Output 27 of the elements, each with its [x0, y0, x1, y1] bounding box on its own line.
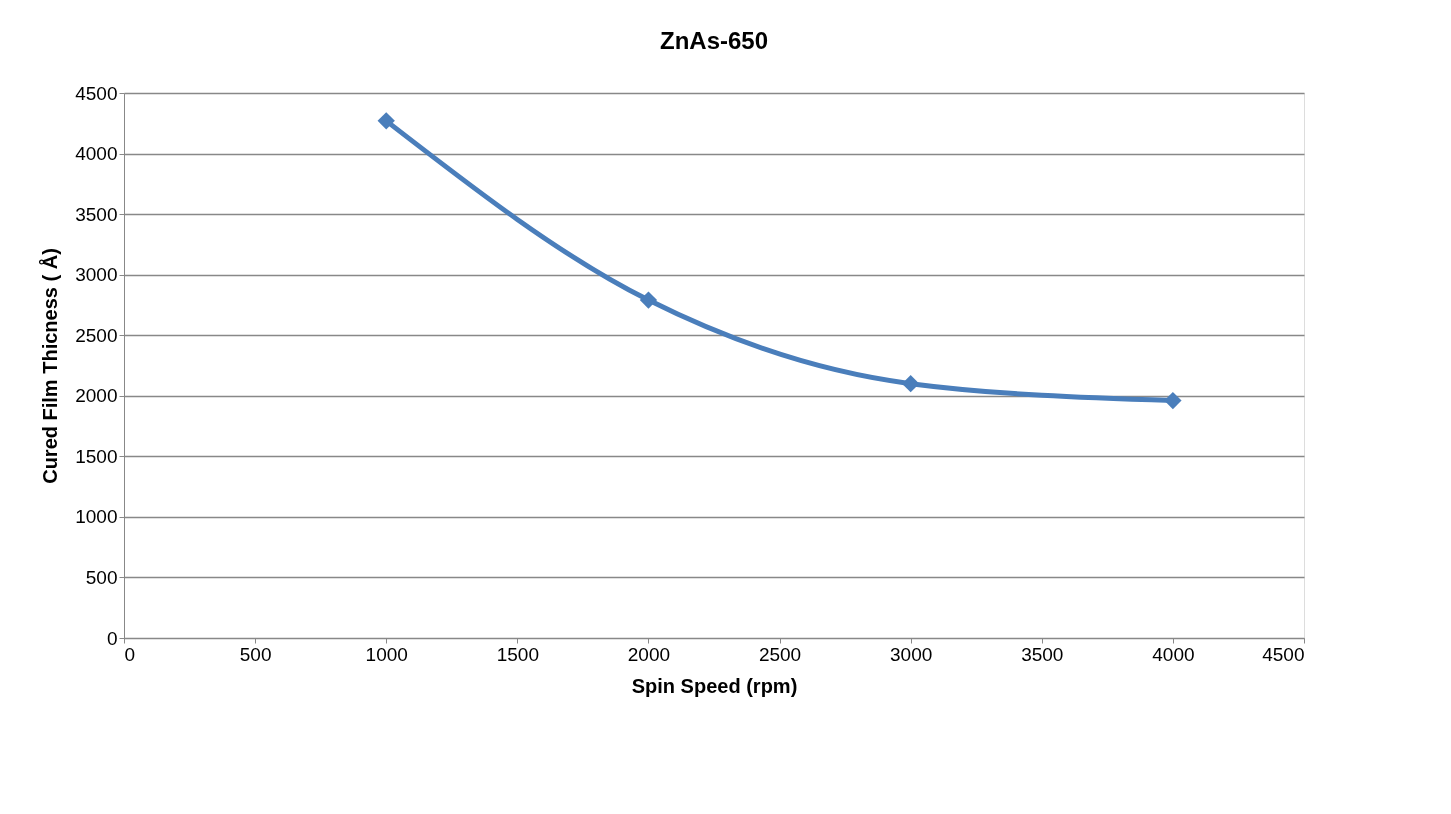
y-tick-label: 3000 — [75, 264, 118, 286]
y-tick-label: 500 — [85, 566, 118, 588]
point — [1164, 391, 1182, 410]
y-axis-title: Cured Film Thicness ( Å) — [38, 248, 62, 484]
x-tick-label: 3000 — [890, 643, 933, 665]
y-tick-label: 1000 — [75, 506, 118, 528]
x-tick-label: 4500 — [1262, 643, 1305, 665]
chart-title: ZnAs-650 — [659, 27, 769, 54]
y-tick-label: 2500 — [75, 324, 118, 346]
x-axis-title: Spin Speed (rpm) — [631, 674, 798, 697]
y-tick-label: 4500 — [75, 82, 118, 104]
x-tick-label: 500 — [239, 643, 272, 665]
point — [377, 112, 395, 130]
x-tick-label: 2000 — [627, 643, 671, 665]
y-tick-label: 1500 — [75, 445, 118, 467]
point — [902, 375, 920, 393]
x-tick-label: 3500 — [1021, 643, 1064, 665]
x-tick-label: 2500 — [758, 643, 802, 665]
y-tick-label: 2000 — [75, 385, 118, 407]
y-tick-label: 0 — [106, 627, 118, 649]
x-tick-label: 1500 — [496, 643, 539, 665]
x-tick-label: 1000 — [365, 643, 408, 665]
y-tick-label: 4000 — [75, 143, 118, 165]
point — [639, 291, 658, 309]
x-tick-label: 4000 — [1152, 643, 1195, 665]
x-tick-label: 0 — [124, 643, 136, 665]
y-tick-label: 3500 — [75, 203, 118, 225]
